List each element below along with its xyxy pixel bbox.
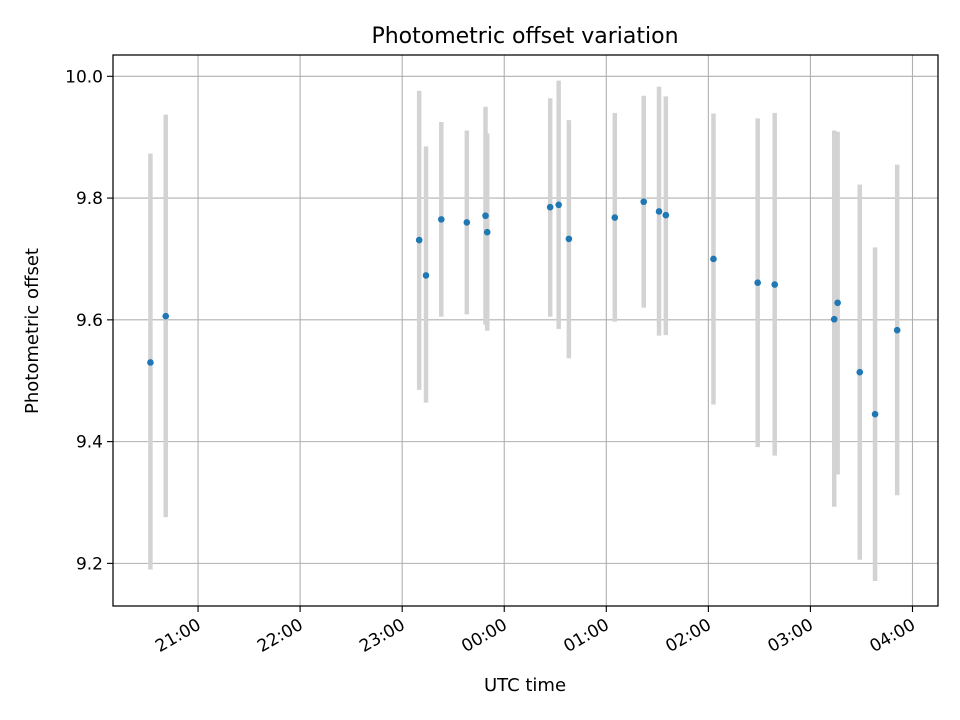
data-point <box>655 208 663 215</box>
data-point <box>856 368 864 376</box>
x-tick-label: 21:00 <box>152 615 204 657</box>
x-tick-label: 04:00 <box>867 615 919 657</box>
data-point <box>640 198 648 206</box>
x-tick-label: 00:00 <box>458 615 510 657</box>
y-tick-label: 9.4 <box>76 433 103 453</box>
x-axis-label: UTC time <box>484 675 566 696</box>
y-axis-label: Photometric offset <box>22 248 43 414</box>
x-tick-label: 22:00 <box>254 615 306 657</box>
data-point <box>565 235 573 243</box>
x-tick-label: 01:00 <box>560 615 612 657</box>
data-point <box>422 272 430 279</box>
y-axis-ticks: 9.2 9.4 9.6 9.8 10.0 <box>65 67 113 574</box>
data-point <box>830 315 838 323</box>
data-point <box>555 201 562 209</box>
data-point <box>482 212 489 220</box>
data-point <box>710 255 717 263</box>
data-point <box>754 279 761 287</box>
x-tick-label: 02:00 <box>662 615 714 657</box>
y-tick-label: 10.0 <box>65 67 103 87</box>
data-point <box>415 236 423 244</box>
y-tick-label: 9.8 <box>76 189 103 209</box>
data-point <box>662 211 670 219</box>
data-points <box>147 198 901 418</box>
data-point <box>771 281 779 288</box>
y-tick-label: 9.6 <box>76 311 103 331</box>
data-point <box>893 326 901 334</box>
data-point <box>463 219 471 226</box>
data-point <box>437 216 445 223</box>
data-point <box>483 228 491 236</box>
data-point <box>871 410 879 418</box>
errorbars <box>148 80 900 582</box>
x-axis-ticks: 21:00 22:00 23:00 00:00 01:00 02:00 03:00 04:00 <box>152 606 919 657</box>
data-point <box>546 203 554 211</box>
data-point <box>162 312 170 320</box>
x-tick-label: 23:00 <box>356 615 408 657</box>
data-point <box>834 299 841 307</box>
chart-title: Photometric offset variation <box>371 24 678 49</box>
plot-frame <box>112 54 939 607</box>
x-tick-label: 03:00 <box>764 615 816 657</box>
grid <box>113 55 938 606</box>
data-point <box>147 359 154 366</box>
y-tick-label: 9.2 <box>76 554 103 574</box>
data-point <box>611 214 619 221</box>
